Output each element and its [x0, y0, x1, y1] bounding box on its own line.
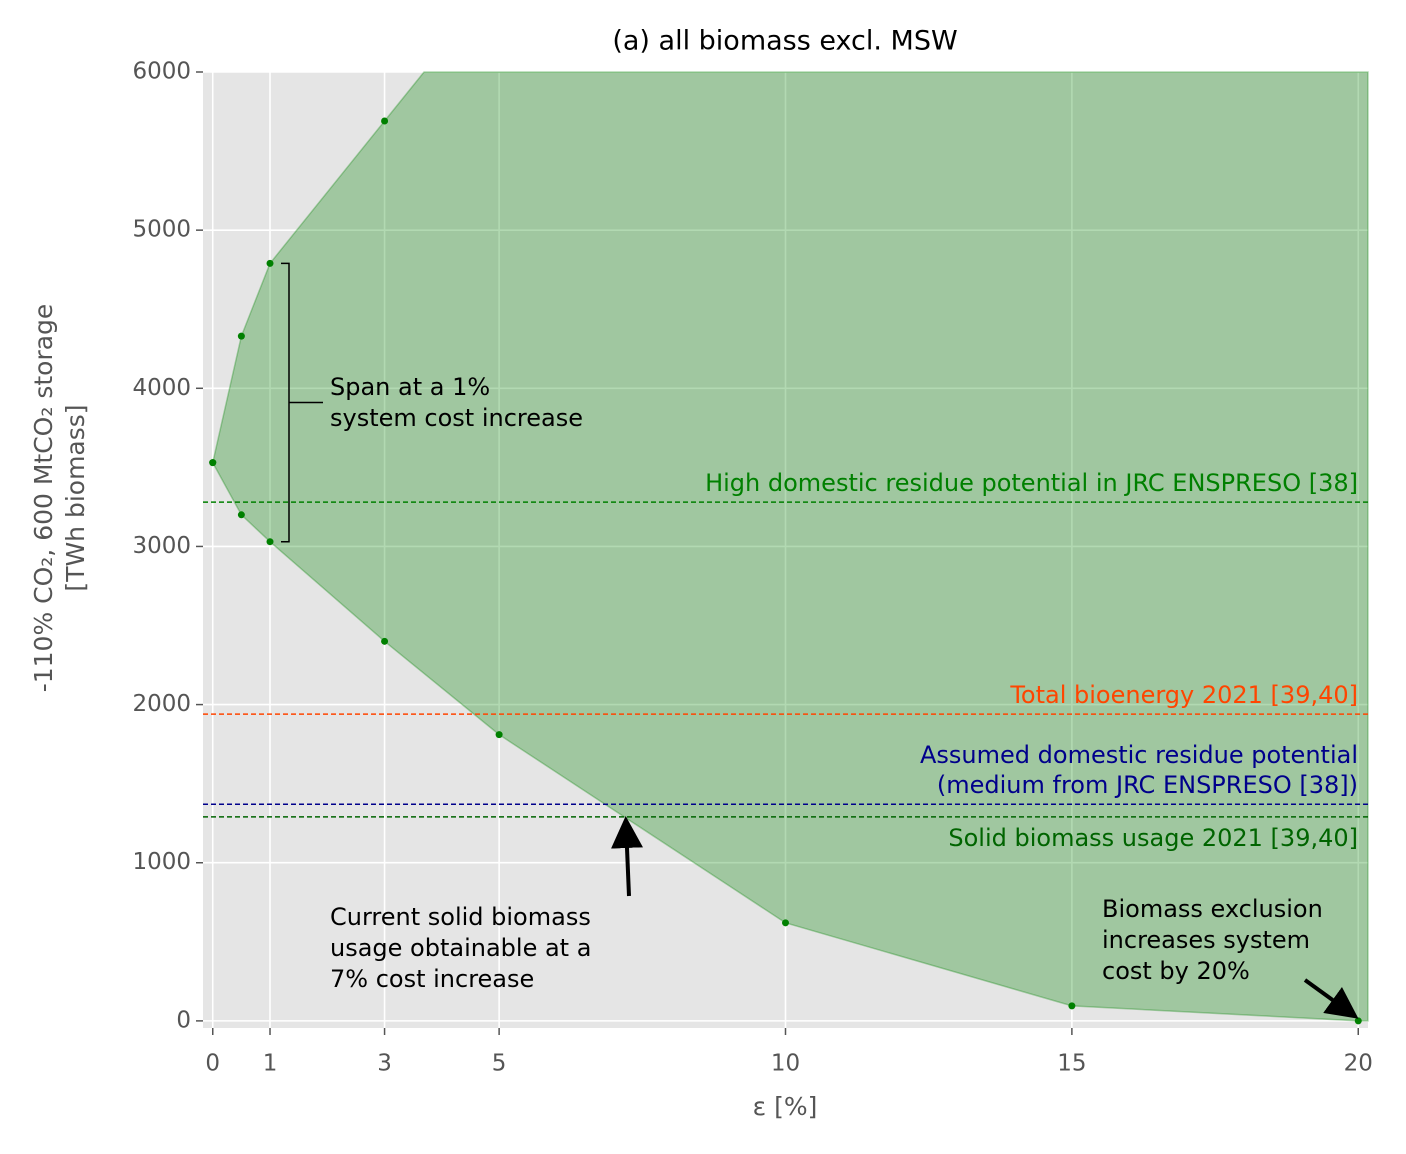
- data-point: [266, 259, 274, 267]
- x-tick-label: 5: [492, 1051, 507, 1077]
- data-point: [237, 332, 245, 340]
- annotation: increases system: [1102, 926, 1310, 954]
- data-point: [1068, 1002, 1076, 1010]
- annotation: Biomass exclusion: [1102, 895, 1323, 923]
- x-tick-label: 1: [263, 1051, 278, 1077]
- y-axis-label: -110% CO₂, 600 MtCO₂ storage: [29, 304, 58, 693]
- x-tick-label: 15: [1057, 1051, 1086, 1077]
- y-tick-label: 6000: [132, 59, 191, 85]
- reference-label: Assumed domestic residue potential: [920, 741, 1358, 769]
- y-tick-label: 0: [176, 1007, 191, 1033]
- x-tick-label: 3: [377, 1051, 392, 1077]
- x-tick-label: 10: [771, 1051, 800, 1077]
- reference-label: (medium from JRC ENSPRESO [38]): [937, 771, 1358, 799]
- x-axis-label: ε [%]: [753, 1092, 818, 1121]
- annotation: system cost increase: [330, 404, 583, 432]
- y-tick-label: 2000: [132, 691, 191, 717]
- data-point: [381, 637, 389, 645]
- y-tick-label: 1000: [132, 849, 191, 875]
- data-point: [1354, 1017, 1362, 1025]
- annotation: cost by 20%: [1102, 957, 1250, 985]
- reference-label: High domestic residue potential in JRC E…: [705, 469, 1358, 497]
- data-point: [209, 459, 217, 467]
- data-point: [495, 731, 503, 739]
- data-point: [381, 117, 389, 125]
- x-tick-label: 0: [205, 1051, 220, 1077]
- reference-label: Solid biomass usage 2021 [39,40]: [948, 824, 1358, 852]
- y-tick-label: 5000: [132, 217, 191, 243]
- data-point: [237, 511, 245, 519]
- x-tick-label: 20: [1344, 1051, 1373, 1077]
- annotation-arrow: [611, 816, 643, 897]
- data-point: [266, 538, 274, 546]
- span-bracket: [281, 262, 323, 543]
- reference-label: Total bioenergy 2021 [39,40]: [1009, 681, 1358, 709]
- chart-title: (a) all biomass excl. MSW: [612, 26, 957, 57]
- y-tick-label: 4000: [132, 375, 191, 401]
- data-point: [782, 919, 789, 927]
- annotation-arrow: [1303, 978, 1359, 1019]
- y-axis-label: [TWh biomass]: [61, 404, 90, 591]
- annotation: Span at a 1%: [330, 373, 490, 401]
- y-tick-label: 3000: [132, 533, 191, 559]
- annotation: Current solid biomass: [330, 903, 591, 931]
- annotation: usage obtainable at a: [330, 934, 591, 962]
- annotation: 7% cost increase: [330, 965, 534, 993]
